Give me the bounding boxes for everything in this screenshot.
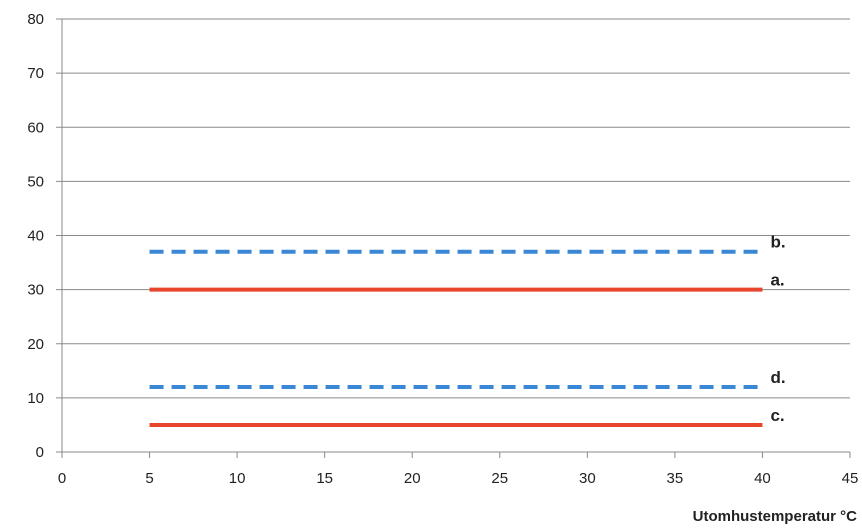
y-tick-label: 20 bbox=[27, 336, 44, 353]
x-tick-label: 45 bbox=[842, 470, 859, 487]
series-label: c. bbox=[770, 406, 784, 425]
series-lines bbox=[149, 249, 763, 427]
axes bbox=[56, 18, 851, 458]
y-tick-label: 60 bbox=[27, 119, 44, 136]
x-tick-label: 0 bbox=[58, 470, 66, 487]
x-tick-label: 30 bbox=[579, 470, 596, 487]
x-tick-label: 20 bbox=[404, 470, 421, 487]
y-tick-label: 50 bbox=[27, 173, 44, 190]
y-tick-label: 0 bbox=[36, 444, 44, 461]
x-tick-label: 15 bbox=[316, 470, 333, 487]
x-tick-label: 10 bbox=[229, 470, 246, 487]
y-tick-label: 10 bbox=[27, 390, 44, 407]
y-tick-label: 40 bbox=[27, 228, 44, 245]
x-tick-label: 40 bbox=[754, 470, 771, 487]
series-label: a. bbox=[770, 271, 784, 290]
series-label: b. bbox=[770, 233, 785, 252]
x-tick-label: 35 bbox=[667, 470, 684, 487]
x-axis-title: Utomhustemperatur °C bbox=[693, 508, 858, 525]
x-tick-label: 25 bbox=[491, 470, 508, 487]
series-labels: b. a. d. c. bbox=[770, 233, 785, 425]
gridlines bbox=[62, 18, 850, 399]
y-tick-label: 70 bbox=[27, 65, 44, 82]
y-tick-label: 80 bbox=[27, 11, 44, 28]
y-tick-labels: 0 10 20 30 40 50 60 70 80 bbox=[27, 11, 44, 461]
y-tick-label: 30 bbox=[27, 282, 44, 299]
x-tick-labels: 0 5 10 15 20 25 30 35 40 45 bbox=[58, 470, 859, 487]
series-label: d. bbox=[770, 368, 785, 387]
x-tick-label: 5 bbox=[145, 470, 153, 487]
